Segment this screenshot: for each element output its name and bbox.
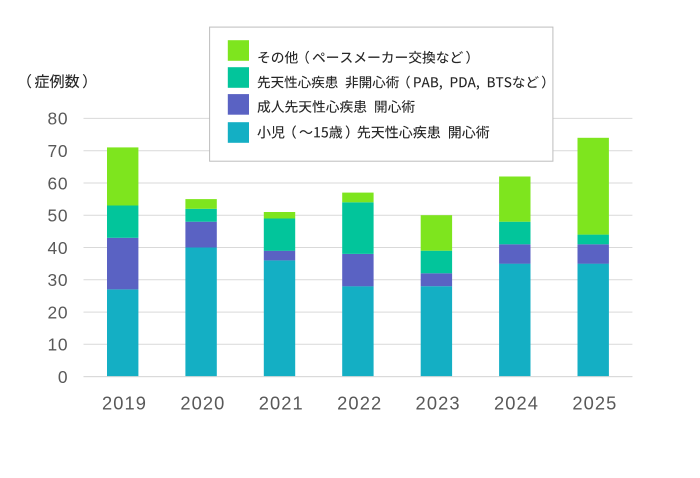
- svg-text:30: 30: [47, 270, 68, 290]
- svg-text:80: 80: [47, 109, 68, 129]
- svg-text:40: 40: [47, 238, 68, 258]
- svg-text:2022: 2022: [337, 393, 382, 414]
- svg-text:2025: 2025: [572, 393, 617, 414]
- svg-text:20: 20: [47, 302, 68, 322]
- svg-text:2020: 2020: [180, 393, 225, 414]
- svg-text:10: 10: [47, 335, 68, 355]
- svg-text:0: 0: [58, 367, 68, 387]
- svg-text:50: 50: [47, 206, 68, 226]
- svg-text:60: 60: [47, 173, 68, 193]
- svg-text:70: 70: [47, 141, 68, 161]
- svg-text:2019: 2019: [102, 393, 147, 414]
- svg-text:2021: 2021: [259, 393, 304, 414]
- svg-text:2024: 2024: [494, 393, 539, 414]
- svg-text:2023: 2023: [416, 393, 461, 414]
